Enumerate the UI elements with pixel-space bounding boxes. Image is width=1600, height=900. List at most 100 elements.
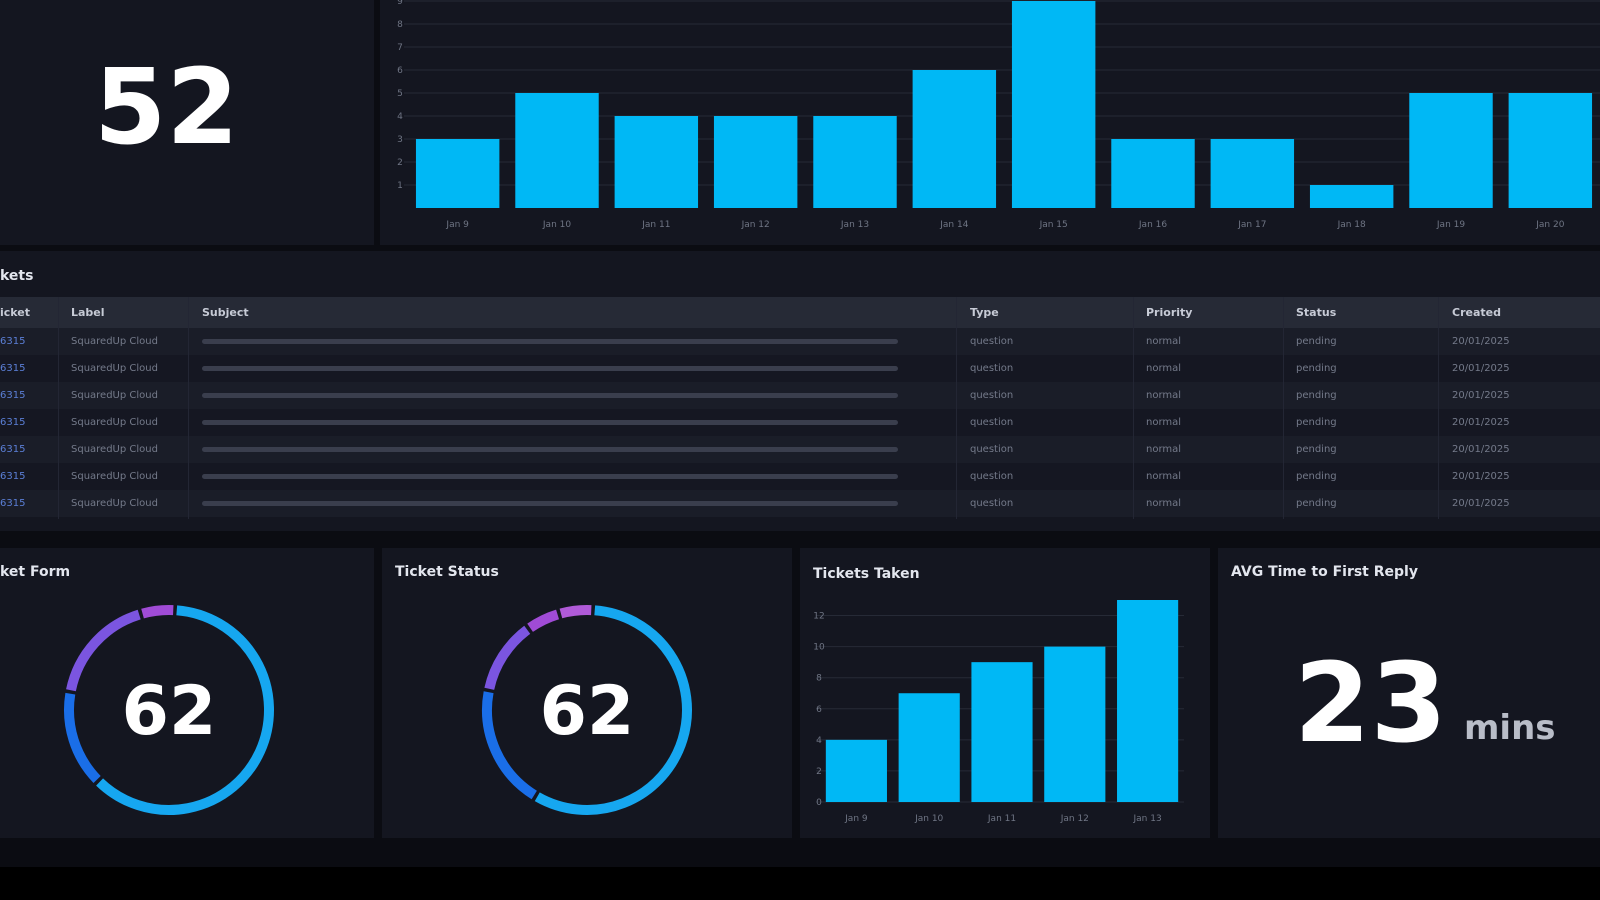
column-header-created[interactable]: Created <box>1452 306 1501 319</box>
y-tick-label: 5 <box>397 89 403 99</box>
donut-slice[interactable] <box>482 691 537 800</box>
status-cell: pending <box>1296 471 1337 482</box>
column-header-label[interactable]: Label <box>71 306 105 319</box>
bar[interactable] <box>1044 646 1106 802</box>
x-tick-label: Jan 11 <box>987 814 1016 824</box>
bar[interactable] <box>1117 600 1179 802</box>
bar[interactable] <box>912 70 997 208</box>
type-cell: question <box>970 471 1014 482</box>
type-cell: question <box>970 363 1014 374</box>
bar[interactable] <box>971 662 1033 802</box>
x-tick-label: Jan 18 <box>1337 220 1366 230</box>
ticket-form-title: ket Form <box>0 564 71 580</box>
x-tick-label: Jan 10 <box>542 220 571 230</box>
column-header-status[interactable]: Status <box>1296 306 1337 319</box>
status-cell: pending <box>1296 498 1337 509</box>
ticket-id-cell: 6315 <box>0 498 26 509</box>
bar[interactable] <box>1508 93 1593 208</box>
column-header-ticket[interactable]: icket <box>0 306 31 319</box>
bar[interactable] <box>614 116 699 208</box>
bar[interactable] <box>825 739 887 802</box>
donut-center-value: 62 <box>122 672 217 751</box>
y-tick-label: 10 <box>813 643 825 653</box>
column-divider <box>1283 297 1284 519</box>
avg-reply-value: 23 <box>1294 639 1448 767</box>
table-row[interactable]: 6315 SquaredUp Cloud question normal pending… <box>0 436 1600 463</box>
column-divider <box>58 297 59 519</box>
tickets-taken-tile: Tickets Taken 0 2 4 6 8 10 12 Jan 9 Jan 10 Jan 11… <box>800 548 1210 838</box>
y-tick-label: 8 <box>397 20 403 30</box>
status-cell: pending <box>1296 363 1337 374</box>
bar[interactable] <box>813 116 897 208</box>
y-tick-label: 3 <box>397 135 403 145</box>
donut-slice[interactable] <box>96 605 274 815</box>
created-cell: 20/01/2025 <box>1452 471 1510 482</box>
bar[interactable] <box>898 693 960 802</box>
bar[interactable] <box>415 139 500 208</box>
subject-placeholder-bar <box>202 474 898 479</box>
bar[interactable] <box>515 93 599 208</box>
status-cell: pending <box>1296 444 1337 455</box>
x-tick-label: Jan 9 <box>844 814 868 824</box>
tickets-taken-title: Tickets Taken <box>813 566 920 582</box>
donut-slice[interactable] <box>484 625 531 690</box>
type-cell: question <box>970 336 1014 347</box>
table-row[interactable]: 6315 SquaredUp Cloud question normal pending… <box>0 490 1600 517</box>
donut-slice[interactable] <box>527 609 560 632</box>
column-divider <box>1438 297 1439 519</box>
column-header-subject[interactable]: Subject <box>202 306 249 319</box>
type-cell: question <box>970 390 1014 401</box>
donut-slice[interactable] <box>534 605 692 815</box>
column-divider <box>188 297 189 519</box>
y-tick-label: 6 <box>397 66 403 76</box>
bar[interactable] <box>1111 139 1195 208</box>
ticket-id-cell: 6315 <box>0 390 26 401</box>
created-cell: 20/01/2025 <box>1452 390 1510 401</box>
subject-placeholder-bar <box>202 393 898 398</box>
bar[interactable] <box>1309 185 1394 208</box>
avg-reply-unit: mins <box>1464 708 1556 748</box>
ticket-status-tile: Ticket Status 62 <box>382 548 792 838</box>
table-row[interactable]: 6315 SquaredUp Cloud question normal pending… <box>0 382 1600 409</box>
label-cell: SquaredUp Cloud <box>71 390 158 401</box>
table-row[interactable]: 6315 SquaredUp Cloud question normal pending… <box>0 355 1600 382</box>
bar[interactable] <box>1011 1 1096 208</box>
subject-placeholder-bar <box>202 339 898 344</box>
column-header-priority[interactable]: Priority <box>1146 306 1193 319</box>
ticket-id-cell: 6315 <box>0 363 26 374</box>
subject-placeholder-bar <box>202 366 898 371</box>
bar[interactable] <box>1210 139 1295 208</box>
x-tick-label: Jan 19 <box>1436 220 1465 230</box>
table-row[interactable]: 6315 SquaredUp Cloud question normal pending… <box>0 463 1600 490</box>
column-header-type[interactable]: Type <box>970 306 999 319</box>
avg-reply-title: AVG Time to First Reply <box>1231 564 1418 580</box>
created-cell: 20/01/2025 <box>1452 363 1510 374</box>
y-tick-label: 1 <box>397 181 403 191</box>
column-divider <box>1133 297 1134 519</box>
bar[interactable] <box>713 116 798 208</box>
daily-tickets-chart-tile: 1 2 3 4 5 6 7 8 9 Jan 9 Jan 10 Jan 11 Jan 12 Jan 13 Ja… <box>380 0 1600 245</box>
x-tick-label: Jan 16 <box>1138 220 1167 230</box>
status-cell: pending <box>1296 417 1337 428</box>
subject-placeholder-bar <box>202 501 898 506</box>
donut-slice[interactable] <box>66 609 141 692</box>
bar[interactable] <box>1409 93 1493 208</box>
priority-cell: normal <box>1146 471 1182 482</box>
daily-tickets-chart: 1 2 3 4 5 6 7 8 9 Jan 9 Jan 10 Jan 11 Jan 12 Jan 13 Ja… <box>397 0 1600 230</box>
donut-slice[interactable] <box>559 605 592 619</box>
y-tick-label: 4 <box>397 112 403 122</box>
x-tick-label: Jan 10 <box>914 814 943 824</box>
x-tick-label: Jan 13 <box>840 220 869 230</box>
priority-cell: normal <box>1146 336 1182 347</box>
donut-slice[interactable] <box>141 605 174 619</box>
ticket-id-cell: 6315 <box>0 471 26 482</box>
created-cell: 20/01/2025 <box>1452 444 1510 455</box>
created-cell: 20/01/2025 <box>1452 417 1510 428</box>
y-tick-label: 12 <box>813 612 824 622</box>
donut-slice[interactable] <box>64 692 101 783</box>
table-row[interactable]: 6315 SquaredUp Cloud question normal pending… <box>0 328 1600 355</box>
priority-cell: normal <box>1146 498 1182 509</box>
table-row[interactable]: 6315 SquaredUp Cloud question normal pending… <box>0 409 1600 436</box>
y-tick-label: 9 <box>397 0 403 7</box>
y-tick-label: 2 <box>397 158 403 168</box>
